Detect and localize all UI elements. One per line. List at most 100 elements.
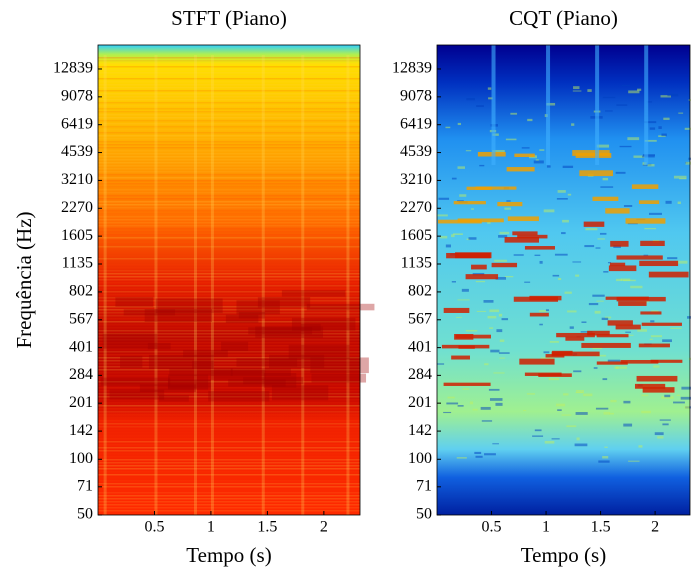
spectrogram-texture [98,108,360,110]
spectrogram-texture [642,154,655,157]
spectrogram-texture [580,331,593,333]
spectrogram-texture [228,379,286,387]
spectrogram-texture [98,459,360,461]
spectrogram-texture [488,388,500,391]
spectrogram-texture [557,190,566,193]
spectrogram-texture [98,300,360,302]
y-tick-label: 1605 [400,227,432,244]
spectrogram-texture [98,93,360,95]
spectrogram-texture [98,315,360,317]
spectrogram-texture [512,231,538,236]
spectrogram-texture [98,456,360,458]
spectrogram-texture [98,453,360,455]
spectrogram-texture [98,411,360,413]
spectrogram-texture [487,315,497,319]
spectrogram-texture [552,350,573,356]
spectrogram-texture [621,85,630,87]
spectrogram-texture [98,408,360,410]
spectrogram-texture [638,343,670,348]
y-tick-label: 6419 [61,115,93,132]
spectrogram-texture [660,95,672,98]
spectrogram-texture [534,254,541,256]
spectrogram-texture [98,333,360,335]
spectrogram-texture [208,391,270,402]
y-tick-label: 2270 [400,199,432,216]
spectrogram-texture [572,150,610,156]
spectrogram-texture [495,276,507,280]
spectrogram-texture [484,453,496,456]
spectrogram-texture [557,409,562,411]
spectrogram-texture [659,419,671,421]
spectrogram-texture [488,97,493,100]
spectrogram-texture [501,318,509,321]
spectrogram-texture [510,112,518,115]
spectrogram-texture [532,435,544,437]
spectrogram-texture [601,317,609,321]
spectrogram-texture [628,90,640,94]
spectrogram-texture [98,327,360,329]
spectrogram-texture [458,345,475,349]
spectrogram-texture [98,402,360,404]
spectrogram-texture [98,66,360,68]
spectrogram-texture [291,317,356,331]
spectrogram-texture [616,296,666,302]
spectrogram-texture [610,399,617,403]
spectrogram-texture [461,288,469,292]
spectrogram-texture [619,145,632,148]
spectrogram-texture [539,309,547,313]
spectrogram-texture [98,354,360,356]
spectrogram-texture [98,288,360,290]
spectrogram-texture [454,333,474,340]
spectrogram-texture [638,200,660,204]
spectrogram-texture [98,342,360,344]
spectrogram-texture [575,392,583,394]
spectrogram-texture [437,214,448,217]
spectrogram-texture [620,359,659,364]
spectrogram-texture [641,410,651,414]
spectrogram-texture [98,105,360,107]
spectrogram-texture [98,234,360,236]
spectrogram-texture [596,354,607,357]
spectrogram-texture [664,394,671,398]
spectrogram-texture [98,171,360,173]
spectrogram-texture [98,447,360,449]
spectrogram-texture [594,310,601,314]
spectrogram-texture [346,55,350,515]
spectrogram-texture [98,291,360,293]
plot-frame [436,44,691,516]
spectrogram-texture [649,127,656,130]
spectrogram-texture [562,219,569,223]
spectrogram-texture [665,200,672,204]
spectrogram-texture [640,240,665,247]
spectrogram-texture [663,117,670,120]
spectrogram-texture [498,235,508,238]
spectrogram-texture [595,45,600,165]
spectrogram-texture [517,234,548,239]
spectrogram-texture [492,149,505,153]
spectrogram-texture [618,301,647,306]
spectrogram-texture [98,471,360,473]
y-tick-label: 201 [408,394,432,411]
spectrogram-texture [634,383,666,389]
spectrogram-texture [440,235,448,239]
y-tick-label: 6419 [400,115,432,132]
spectrogram-texture [647,164,655,167]
spectrogram-texture [470,208,475,210]
spectrogram-texture [662,339,672,343]
spectrogram-texture [451,234,455,238]
spectrogram-texture [581,321,587,323]
spectrogram-texture [98,501,360,503]
spectrogram-texture [562,165,574,168]
y-tick-label: 12839 [53,60,93,77]
spectrogram-texture [489,398,503,401]
spectrogram-texture [98,267,360,269]
spectrogram-texture [98,237,360,239]
spectrogram-texture [98,198,360,200]
spectrogram-texture [271,385,329,401]
spectrogram-texture [98,303,360,305]
spectrogram-texture [98,126,360,128]
spectrogram-texture [546,165,551,168]
spectrogram-texture [592,196,619,201]
spectrogram-texture [466,238,471,241]
spectrogram-texture [98,57,360,59]
